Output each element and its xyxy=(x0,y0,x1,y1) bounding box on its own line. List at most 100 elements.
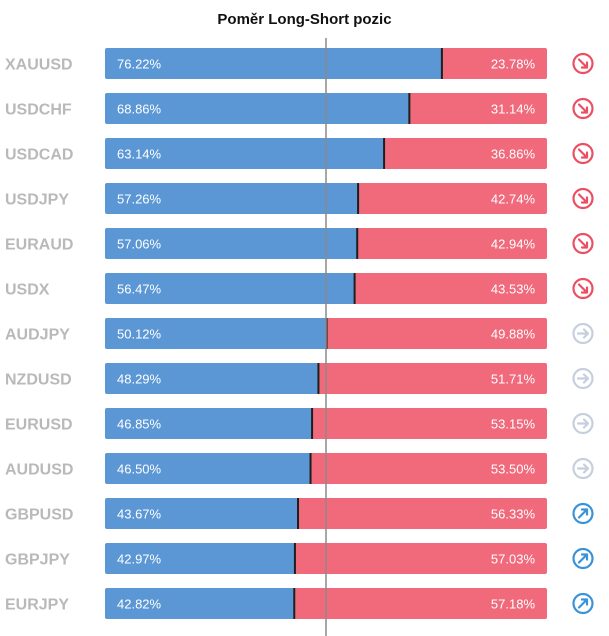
long-percent-label: 76.22% xyxy=(117,57,162,72)
arrow-down-right-icon-ring xyxy=(572,187,594,210)
short-percent-label: 43.53% xyxy=(491,282,536,297)
short-bar xyxy=(294,588,547,619)
short-percent-label: 56.33% xyxy=(491,507,536,522)
long-bar xyxy=(105,48,442,79)
long-bar xyxy=(105,543,295,574)
short-percent-label: 53.15% xyxy=(491,417,536,432)
split-marker xyxy=(356,228,359,259)
arrow-up-right-icon xyxy=(577,598,589,609)
symbol-label: XAUUSD xyxy=(5,57,73,74)
arrow-up-right-icon-ring xyxy=(572,547,594,570)
split-marker xyxy=(317,363,320,394)
symbol-label: USDX xyxy=(5,282,50,299)
long-percent-label: 50.12% xyxy=(117,327,162,342)
short-percent-label: 49.88% xyxy=(491,327,536,342)
arrow-down-right-icon xyxy=(577,193,589,204)
short-percent-label: 23.78% xyxy=(491,57,536,72)
arrow-up-right-icon-ring xyxy=(572,502,594,525)
short-percent-label: 42.74% xyxy=(491,192,536,207)
arrow-right-icon-ring xyxy=(572,457,594,480)
arrow-up-right-icon-ring xyxy=(572,592,594,615)
long-bar xyxy=(105,138,385,169)
long-bar xyxy=(105,498,299,529)
short-percent-label: 36.86% xyxy=(491,147,536,162)
symbol-label: USDCHF xyxy=(5,102,72,119)
symbol-label: USDJPY xyxy=(5,192,69,209)
short-bar xyxy=(441,48,547,79)
arrow-down-right-icon-ring xyxy=(572,277,594,300)
arrow-down-right-icon-ring xyxy=(572,142,594,165)
arrow-down-right-icon xyxy=(577,148,589,159)
split-marker xyxy=(408,93,411,124)
short-bar xyxy=(294,543,547,574)
arrow-up-right-icon xyxy=(577,553,589,564)
split-marker xyxy=(440,48,443,79)
split-marker xyxy=(309,453,312,484)
short-bar xyxy=(310,453,547,484)
symbol-label: USDCAD xyxy=(5,147,73,164)
short-bar xyxy=(357,228,547,259)
short-percent-label: 57.18% xyxy=(491,597,536,612)
arrow-down-right-icon xyxy=(577,103,589,114)
split-marker xyxy=(297,498,300,529)
long-percent-label: 63.14% xyxy=(117,147,162,162)
long-bar xyxy=(105,318,327,349)
split-marker xyxy=(357,183,360,214)
long-percent-label: 43.67% xyxy=(117,507,162,522)
short-percent-label: 57.03% xyxy=(491,552,536,567)
symbol-label: EURAUD xyxy=(5,237,73,254)
short-percent-label: 42.94% xyxy=(491,237,536,252)
arrow-down-right-icon xyxy=(577,238,589,249)
long-percent-label: 68.86% xyxy=(117,102,162,117)
long-percent-label: 57.26% xyxy=(117,192,162,207)
long-bar xyxy=(105,408,313,439)
split-marker xyxy=(383,138,386,169)
long-bar xyxy=(105,273,355,304)
short-bar xyxy=(409,93,547,124)
arrow-down-right-icon xyxy=(577,58,589,69)
long-percent-label: 42.82% xyxy=(117,597,162,612)
split-marker xyxy=(311,408,314,439)
arrow-right-icon xyxy=(576,463,590,474)
short-bar xyxy=(318,363,547,394)
arrow-right-icon-ring xyxy=(572,367,594,390)
short-bar xyxy=(298,498,547,529)
symbol-label: EURJPY xyxy=(5,597,69,614)
arrow-down-right-icon xyxy=(577,283,589,294)
long-bar xyxy=(105,228,358,259)
short-bar xyxy=(354,273,547,304)
long-percent-label: 46.50% xyxy=(117,462,162,477)
split-marker xyxy=(293,543,296,574)
short-bar xyxy=(384,138,547,169)
arrow-up-right-icon xyxy=(577,508,589,519)
short-percent-label: 51.71% xyxy=(491,372,536,387)
long-percent-label: 56.47% xyxy=(117,282,162,297)
symbol-label: GBPUSD xyxy=(5,507,73,524)
short-bar xyxy=(326,318,547,349)
long-percent-label: 46.85% xyxy=(117,417,162,432)
arrow-down-right-icon-ring xyxy=(572,97,594,120)
short-percent-label: 31.14% xyxy=(491,102,536,117)
long-percent-label: 57.06% xyxy=(117,237,162,252)
long-bar xyxy=(105,183,359,214)
arrow-right-icon xyxy=(576,373,590,384)
arrow-down-right-icon-ring xyxy=(572,232,594,255)
short-bar xyxy=(312,408,547,439)
short-bar xyxy=(358,183,547,214)
long-percent-label: 48.29% xyxy=(117,372,162,387)
split-marker xyxy=(293,588,296,619)
long-bar xyxy=(105,588,295,619)
chart-title: Poměr Long-Short pozic xyxy=(217,11,392,28)
short-percent-label: 53.50% xyxy=(491,462,536,477)
symbol-label: EURUSD xyxy=(5,417,73,434)
arrow-right-icon-ring xyxy=(572,322,594,345)
symbol-label: AUDJPY xyxy=(5,327,70,344)
long-bar xyxy=(105,93,410,124)
arrow-down-right-icon-ring xyxy=(572,52,594,75)
symbol-label: GBPJPY xyxy=(5,552,70,569)
arrow-right-icon-ring xyxy=(572,412,594,435)
long-percent-label: 42.97% xyxy=(117,552,162,567)
arrow-right-icon xyxy=(576,418,590,429)
symbol-label: AUDUSD xyxy=(5,462,73,479)
